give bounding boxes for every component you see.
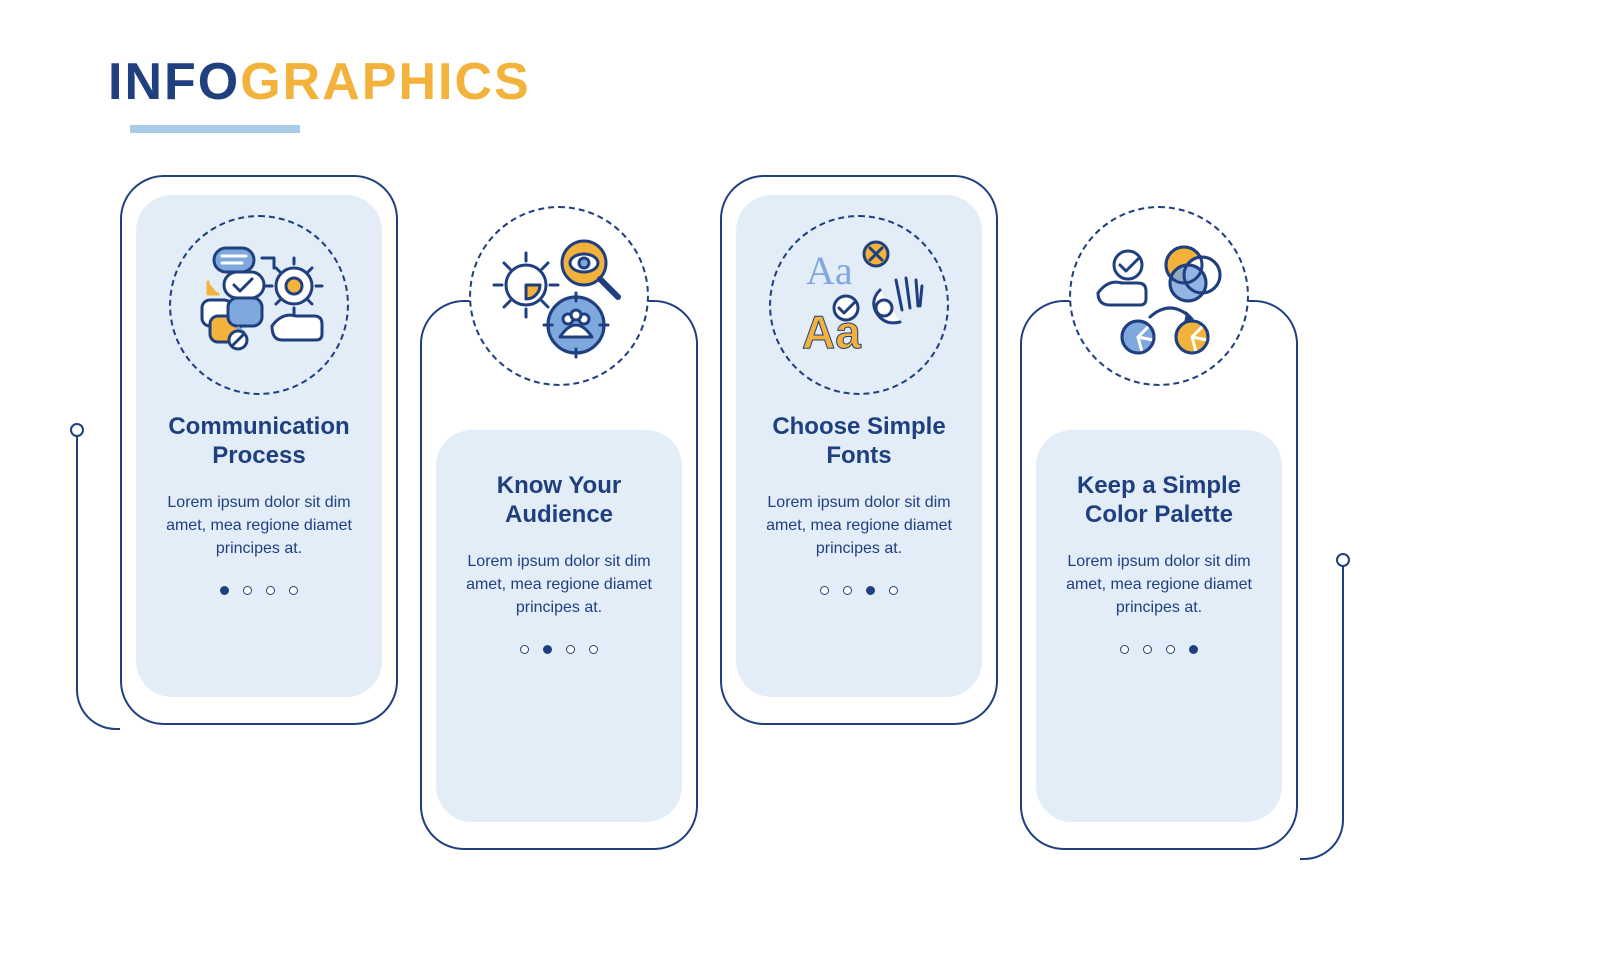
- card-title: Choose Simple Fonts: [750, 413, 968, 471]
- dot: [1143, 645, 1152, 654]
- card-row: Communication Process Lorem ipsum dolor …: [120, 175, 1300, 855]
- card-body: Lorem ipsum dolor sit dim amet, mea regi…: [750, 491, 968, 561]
- audience-icon: [469, 206, 649, 386]
- card-title: Keep a Simple Color Palette: [1050, 472, 1268, 530]
- dot: [220, 586, 229, 595]
- card-panel: Keep a Simple Color Palette Lorem ipsum …: [1036, 430, 1282, 822]
- connector-left-endpoint: [70, 423, 84, 437]
- fonts-icon: Aa Aa: [769, 215, 949, 395]
- card-communication: Communication Process Lorem ipsum dolor …: [120, 175, 398, 725]
- dot: [566, 645, 575, 654]
- dot: [1189, 645, 1198, 654]
- svg-text:Aa: Aa: [806, 248, 853, 293]
- card-audience: Know Your Audience Lorem ipsum dolor sit…: [420, 300, 698, 850]
- heading-part2: GRAPHICS: [240, 53, 530, 111]
- dot: [1166, 645, 1175, 654]
- card-panel: Communication Process Lorem ipsum dolor …: [136, 195, 382, 697]
- card-panel: Know Your Audience Lorem ipsum dolor sit…: [436, 430, 682, 822]
- dot: [266, 586, 275, 595]
- palette-icon: [1069, 206, 1249, 386]
- card-body: Lorem ipsum dolor sit dim amet, mea regi…: [150, 491, 368, 561]
- card-body: Lorem ipsum dolor sit dim amet, mea regi…: [1050, 550, 1268, 620]
- step-indicator: [1120, 645, 1198, 654]
- card-body: Lorem ipsum dolor sit dim amet, mea regi…: [450, 550, 668, 620]
- card-title: Know Your Audience: [450, 472, 668, 530]
- dot: [543, 645, 552, 654]
- dot: [289, 586, 298, 595]
- dot: [820, 586, 829, 595]
- heading-part1: INFO: [108, 53, 240, 111]
- dot: [520, 645, 529, 654]
- card-fonts: Aa Aa: [720, 175, 998, 725]
- connector-left: [76, 430, 120, 730]
- dot: [889, 586, 898, 595]
- card-panel: Aa Aa: [736, 195, 982, 697]
- step-indicator: [820, 586, 898, 595]
- connector-right-endpoint: [1336, 553, 1350, 567]
- dot: [866, 586, 875, 595]
- infographic-heading: INFOGRAPHICS: [108, 52, 531, 112]
- card-palette: Keep a Simple Color Palette Lorem ipsum …: [1020, 300, 1298, 850]
- step-indicator: [520, 645, 598, 654]
- heading-underline: [130, 125, 300, 133]
- card-title: Communication Process: [150, 413, 368, 471]
- dot: [243, 586, 252, 595]
- dot: [1120, 645, 1129, 654]
- connector-right: [1300, 560, 1344, 860]
- dot: [589, 645, 598, 654]
- communication-icon: [169, 215, 349, 395]
- step-indicator: [220, 586, 298, 595]
- dot: [843, 586, 852, 595]
